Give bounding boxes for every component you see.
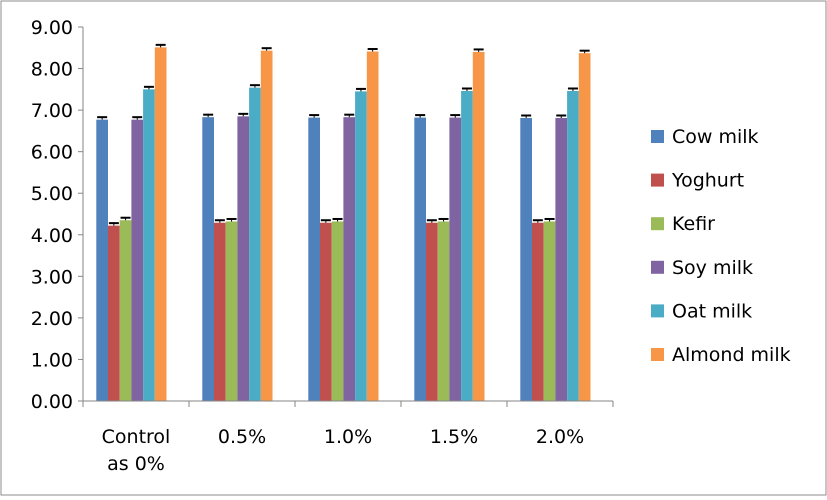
bar-yoghurt — [320, 222, 332, 401]
y-tick-label: 1.00 — [31, 349, 73, 371]
bar-kefir — [543, 221, 556, 401]
x-tick-label: 1.5% — [430, 426, 478, 448]
bar-oat-milk — [567, 90, 579, 402]
bar-oat-milk — [249, 87, 261, 401]
bar-yoghurt — [532, 222, 544, 401]
legend-label: Almond milk — [672, 344, 791, 366]
y-tick-label: 0.00 — [31, 391, 73, 413]
bar-almond-milk — [154, 47, 167, 402]
y-tick-label: 4.00 — [31, 225, 73, 247]
bar-yoghurt — [108, 225, 120, 401]
bar-soy-milk — [343, 117, 356, 402]
legend-swatch — [651, 173, 664, 187]
bar-kefir — [437, 221, 450, 401]
bar-oat-milk — [355, 91, 367, 402]
x-tick-label: as 0% — [107, 453, 165, 475]
x-tick-label: 2.0% — [536, 426, 584, 448]
y-tick-label: 7.00 — [31, 100, 73, 122]
legend-swatch — [651, 217, 664, 231]
bar-cow-milk — [308, 117, 320, 401]
bar-soy-milk — [555, 118, 568, 402]
legend-label: Cow milk — [672, 126, 759, 148]
y-tick-label: 9.00 — [31, 17, 73, 39]
x-tick-label: 0.5% — [218, 426, 266, 448]
bar-cow-milk — [414, 117, 426, 401]
legend-swatch — [651, 260, 664, 274]
bar-soy-milk — [449, 117, 462, 401]
legend-label: Yoghurt — [671, 170, 744, 192]
bar-soy-milk — [131, 119, 144, 402]
plot-area: 0.00 1.00 2.00 3.00 4.00 5.00 6.00 7.00 8.00 9.00… — [31, 17, 614, 475]
x-tick-label: Control — [102, 426, 171, 448]
y-tick-label: 5.00 — [31, 183, 73, 205]
legend-swatch — [651, 304, 664, 318]
bar-cow-milk — [96, 119, 108, 402]
bar-kefir — [119, 220, 132, 401]
bar-almond-milk — [472, 51, 485, 401]
bar-soy-milk — [237, 116, 250, 401]
bar-kefir — [331, 221, 344, 401]
y-tick-label: 2.00 — [31, 308, 73, 330]
bar-yoghurt — [426, 222, 438, 401]
legend-label: Soy milk — [672, 257, 753, 279]
legend-label: Kefir — [672, 213, 715, 235]
bar-yoghurt — [214, 222, 226, 401]
bar-cow-milk — [202, 117, 214, 402]
bar-almond-milk — [578, 53, 591, 402]
y-tick-label: 6.00 — [31, 142, 73, 164]
bar-almond-milk — [260, 50, 273, 401]
y-tick-label: 8.00 — [31, 59, 73, 81]
legend-label: Oat milk — [672, 300, 752, 322]
bar-kefir — [225, 221, 238, 401]
bar-almond-milk — [366, 51, 379, 402]
bar-oat-milk — [461, 90, 473, 402]
bar-oat-milk — [143, 89, 155, 401]
legend: Cow milk Yoghurt Kefir Soy milk Oat milk Almo… — [651, 126, 791, 366]
x-tick-label: 1.0% — [324, 426, 372, 448]
y-tick-label: 3.00 — [31, 266, 73, 288]
bar-cow-milk — [520, 118, 532, 402]
legend-swatch — [651, 348, 664, 361]
legend-swatch — [651, 130, 664, 143]
